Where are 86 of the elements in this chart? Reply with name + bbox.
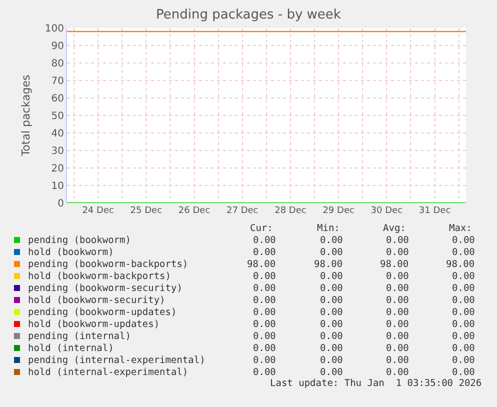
x-tick-label: 25 Dec — [130, 206, 162, 216]
text: 0.00 — [386, 283, 410, 294]
y-tick-label: 0 — [58, 198, 64, 210]
legend-label: hold (bookworm) — [28, 247, 114, 258]
text: 0.00 — [253, 283, 276, 294]
legend-label: pending (bookworm-updates) — [28, 307, 177, 318]
text: 0.00 — [452, 271, 476, 282]
text: 0.00 — [452, 295, 476, 306]
text: 98.00 — [314, 259, 343, 270]
y-tick-label: 20 — [51, 164, 64, 174]
text: 0.00 — [320, 295, 344, 306]
x-tick-label: 26 Dec — [178, 206, 210, 216]
legend-label: hold (bookworm-security) — [28, 295, 166, 306]
text: 0.00 — [452, 319, 476, 330]
text: 0.00 — [320, 235, 344, 246]
legend-label: hold (internal-experimental) — [28, 367, 188, 378]
text: 0.00 — [452, 367, 476, 378]
legend-label: pending (bookworm) — [28, 235, 131, 246]
text: 0.00 — [253, 331, 276, 342]
text: Cur: — [250, 223, 273, 234]
y-tick-label: 10 — [51, 181, 64, 192]
y-tick-label: 100 — [44, 24, 64, 34]
x-tick-label: 29 Dec — [322, 206, 354, 216]
legend-label: pending (internal-experimental) — [28, 355, 206, 366]
y-tick-label: 40 — [51, 128, 64, 140]
text: 0.00 — [452, 283, 476, 294]
legend-label: pending (internal) — [28, 331, 131, 342]
x-tick-label: 31 Dec — [418, 206, 451, 216]
text: 0.00 — [386, 295, 410, 306]
legend-label: hold (bookworm-backports) — [28, 271, 171, 282]
text: 0.00 — [386, 235, 410, 246]
text: Max: — [449, 223, 472, 234]
text: 0.00 — [253, 343, 276, 354]
legend-label: pending (bookworm-backports) — [28, 259, 188, 270]
text: 0.00 — [386, 355, 410, 366]
text: 0.00 — [253, 367, 276, 378]
text: 0.00 — [320, 319, 344, 330]
legend-label: hold (internal) — [28, 343, 114, 354]
text: 0.00 — [452, 355, 476, 366]
chart-title: Pending packages - by week — [156, 8, 342, 23]
text: 0.00 — [320, 343, 344, 354]
text: Avg: — [383, 223, 406, 234]
text: 0.00 — [452, 331, 476, 342]
text: 0.00 — [386, 331, 410, 342]
text: 0.00 — [253, 271, 276, 282]
y-tick-label: 60 — [51, 94, 64, 104]
text: 0.00 — [320, 283, 344, 294]
text: 0.00 — [452, 307, 476, 318]
text: 98.00 — [247, 259, 276, 270]
text: 0.00 — [386, 307, 410, 318]
legend-label: pending (bookworm-security) — [28, 283, 182, 294]
text: 0.00 — [452, 247, 476, 258]
text: 0.00 — [452, 235, 476, 246]
legend-label: hold (bookworm-updates) — [28, 319, 160, 330]
text: 0.00 — [320, 331, 344, 342]
text: 98.00 — [380, 259, 409, 270]
text: 0.00 — [320, 367, 344, 378]
x-tick-label: 27 Dec — [226, 206, 258, 216]
text: 0.00 — [320, 271, 344, 282]
x-tick-label: 28 Dec — [274, 206, 306, 216]
text: 0.00 — [253, 247, 276, 258]
y-tick-label: 70 — [51, 76, 64, 87]
text: 0.00 — [386, 367, 410, 378]
y-tick-label: 30 — [51, 146, 64, 157]
text: 0.00 — [386, 319, 410, 330]
text: 0.00 — [320, 355, 344, 366]
text: 0.00 — [386, 271, 410, 282]
text: 0.00 — [320, 247, 344, 258]
text: 0.00 — [452, 343, 476, 354]
y-tick-label: 50 — [51, 111, 64, 122]
text: 0.00 — [253, 319, 276, 330]
text: Last update: Thu Jan 1 03:35:00 2026 — [270, 378, 482, 389]
text: 0.00 — [386, 343, 410, 354]
text: 98.00 — [446, 259, 475, 270]
text: 0.00 — [253, 295, 276, 306]
text: Min: — [317, 223, 340, 234]
y-tick-label: 90 — [51, 41, 64, 52]
x-tick-label: 30 Dec — [370, 206, 403, 216]
text: 0.00 — [253, 355, 276, 366]
y-axis-title: Total packages — [20, 74, 33, 158]
y-tick-label: 80 — [51, 58, 64, 70]
x-tick-label: 24 Dec — [82, 206, 114, 216]
text: 0.00 — [386, 247, 410, 258]
text: 0.00 — [253, 235, 276, 246]
text: 0.00 — [253, 307, 276, 318]
text: 0.00 — [320, 307, 344, 318]
